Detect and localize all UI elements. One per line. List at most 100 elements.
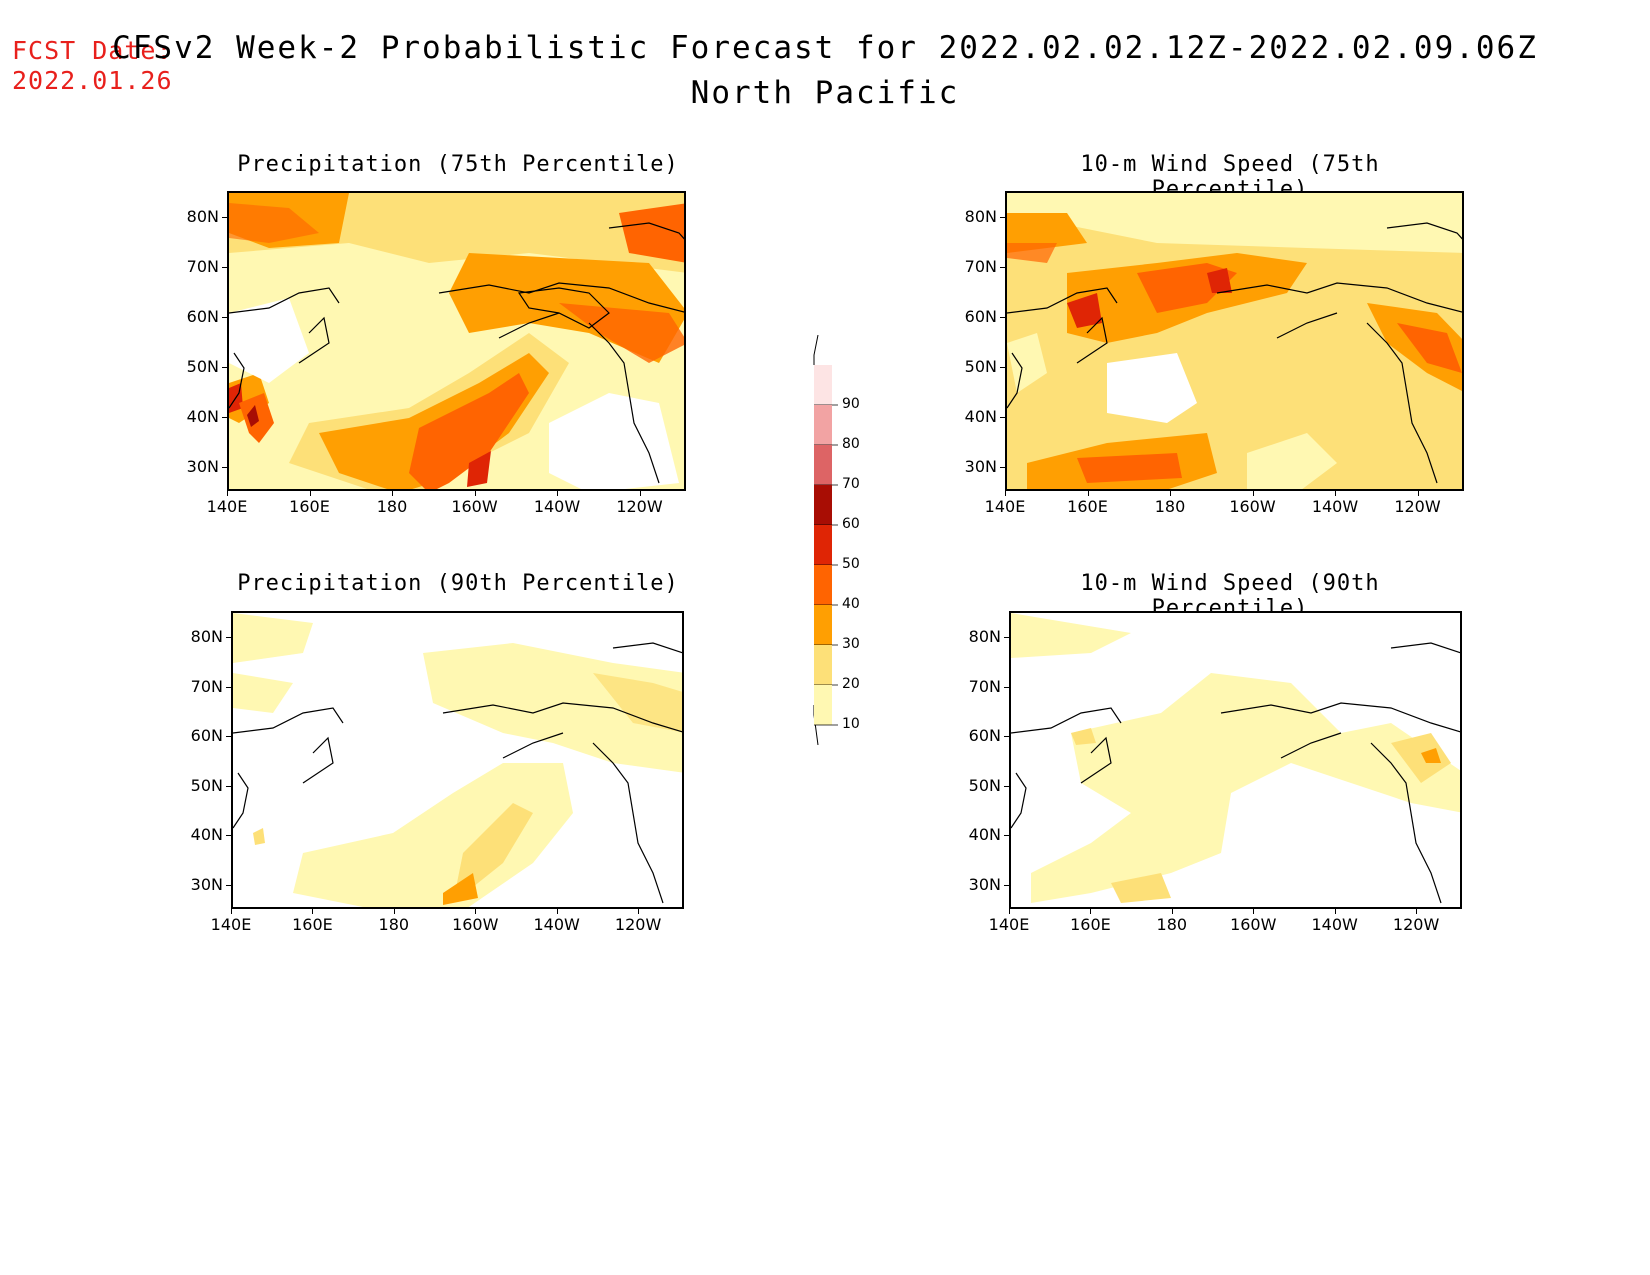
lon-tick [1416, 909, 1418, 914]
page-title: CFSv2 Week-2 Probabilistic Forecast for … [112, 30, 1538, 66]
map-precip-90 [231, 611, 684, 909]
lon-label: 160W [451, 497, 498, 516]
lon-label: 180 [378, 915, 410, 934]
lon-tick [1417, 491, 1419, 496]
colorbar-swatch [814, 605, 832, 645]
lon-label: 120W [1394, 497, 1441, 516]
wind-75-field [1007, 193, 1462, 489]
colorbar-swatches [813, 335, 838, 745]
lon-label: 160E [1067, 497, 1108, 516]
lon-tick [312, 909, 314, 914]
colorbar-swatch [814, 565, 832, 605]
lon-tick [1171, 909, 1173, 914]
lon-label: 140E [988, 915, 1030, 934]
panel-title-precip-90: Precipitation (90th Percentile) [237, 571, 679, 596]
colorbar-swatch [814, 405, 832, 445]
lon-tick [557, 491, 558, 496]
lat-label: 80N [968, 627, 1001, 646]
lat-tick [1000, 367, 1005, 368]
lat-label: 80N [186, 207, 219, 226]
lat-label: 70N [968, 676, 1001, 696]
lon-label: 140W [1311, 915, 1358, 934]
lat-tick [1000, 417, 1005, 418]
lon-tick [638, 909, 640, 914]
colorbar-label: 20 [842, 676, 860, 692]
precip-75-field [229, 193, 684, 489]
lon-label: 160W [1229, 497, 1276, 516]
lat-label: 60N [964, 307, 997, 326]
lat-label: 60N [190, 726, 223, 746]
lat-tick [226, 736, 231, 738]
lon-label: 140E [984, 497, 1026, 516]
lat-label: 50N [186, 357, 219, 376]
lon-tick [227, 491, 228, 496]
lon-label: 180 [1156, 915, 1188, 934]
lon-label: 140W [1311, 497, 1359, 516]
lat-tick [1004, 885, 1009, 886]
lon-label: 140E [210, 915, 252, 934]
lat-label: 50N [968, 775, 1001, 795]
lat-label: 70N [964, 257, 997, 276]
lon-label: 140W [533, 497, 581, 516]
map-wind-75 [1005, 191, 1464, 491]
lon-label: 180 [1154, 497, 1186, 516]
lat-tick [226, 686, 231, 688]
lon-tick [639, 491, 641, 496]
lat-tick [226, 637, 231, 638]
colorbar-swatch [814, 485, 832, 525]
lon-tick [1170, 491, 1171, 496]
lon-tick [1009, 909, 1010, 914]
lat-tick [1000, 317, 1005, 318]
precip-90-field [233, 613, 682, 907]
lon-tick [475, 909, 477, 914]
lat-label: 40N [968, 825, 1001, 845]
lat-label: 80N [964, 207, 997, 226]
lat-tick [1004, 736, 1009, 738]
colorbar-swatch [814, 685, 832, 725]
colorbar-label: 60 [842, 516, 860, 532]
colorbar-label: 10 [842, 716, 860, 732]
lat-label: 60N [186, 307, 219, 326]
lat-tick [1004, 835, 1009, 837]
lon-tick [392, 491, 393, 496]
fcst-date-value: 2022.01.26 [12, 66, 173, 95]
lat-tick [226, 885, 231, 886]
lat-label: 70N [190, 676, 223, 696]
lat-tick [1004, 637, 1009, 638]
lon-label: 160W [452, 915, 499, 934]
colorbar-swatch [814, 445, 832, 485]
lat-tick [1000, 467, 1005, 468]
panel-title-precip-75: Precipitation (75th Percentile) [237, 152, 679, 177]
region-title: North Pacific [690, 75, 960, 111]
lat-tick [1000, 267, 1005, 268]
lat-tick [1004, 785, 1009, 787]
lon-label: 180 [376, 497, 408, 516]
lon-tick [309, 491, 311, 496]
lat-tick [1004, 686, 1009, 688]
colorbar: 90 80 70 60 50 40 30 20 10 [800, 335, 880, 745]
lon-label: 120W [616, 497, 663, 516]
lat-tick [222, 267, 227, 268]
lat-label: 50N [190, 775, 223, 795]
lon-label: 140W [533, 915, 580, 934]
lon-tick [1253, 909, 1255, 914]
colorbar-swatch [814, 525, 832, 565]
lon-label: 120W [614, 915, 662, 934]
lat-tick [226, 785, 231, 787]
lat-label: 40N [186, 407, 219, 426]
lat-label: 60N [968, 726, 1001, 746]
colorbar-label: 70 [842, 476, 860, 492]
lon-label: 160E [292, 915, 333, 934]
lat-tick [222, 417, 227, 418]
lon-tick [1252, 491, 1254, 496]
colorbar-label: 80 [842, 436, 860, 452]
lat-label: 30N [190, 875, 223, 894]
lon-label: 160E [289, 497, 330, 516]
map-wind-90 [1009, 611, 1462, 909]
lat-label: 50N [964, 357, 997, 376]
lat-tick [1000, 217, 1005, 218]
lat-tick [222, 467, 227, 468]
lon-label: 140E [206, 497, 248, 516]
colorbar-label: 40 [842, 596, 860, 612]
lat-label: 70N [186, 257, 219, 276]
